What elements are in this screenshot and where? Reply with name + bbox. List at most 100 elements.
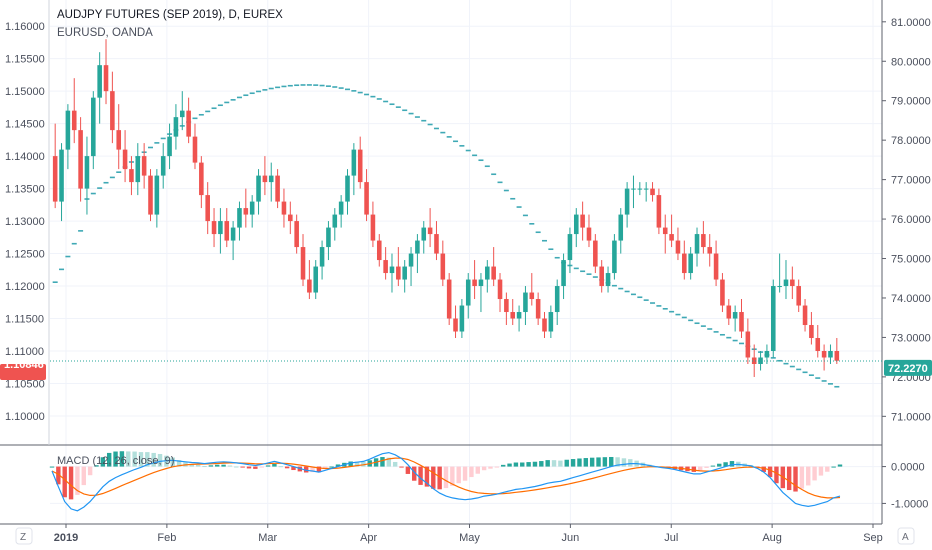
candle-body [434, 234, 439, 254]
macd-legend[interactable]: MACD (12, 26, close, 9) [57, 455, 174, 467]
auto-scale-button[interactable]: A [897, 527, 915, 545]
time-axis-label: Mar [258, 532, 277, 544]
candle [726, 299, 732, 326]
candle [523, 286, 528, 326]
candle-body [243, 208, 249, 215]
time-axis[interactable]: 2019 Feb Mar Apr May Jun Jul Aug Sep [54, 524, 883, 544]
candle [446, 273, 452, 326]
candle [78, 117, 83, 202]
candle [802, 299, 808, 332]
candle [542, 312, 547, 339]
macd-histogram-bar [825, 466, 830, 472]
candle [116, 104, 122, 170]
candle-body [821, 351, 827, 358]
macd-histogram-bar [119, 451, 125, 467]
left-axis-tick-label: 1.14500 [5, 119, 45, 131]
candle-body [770, 286, 776, 352]
candle-body [593, 240, 598, 267]
time-axis-label: May [459, 532, 480, 544]
candle-body [268, 175, 274, 183]
candle [662, 214, 668, 254]
candle [167, 123, 172, 170]
candle [478, 273, 484, 313]
macd-histogram-bar [265, 465, 271, 467]
candle-body [52, 156, 58, 202]
candle-body [713, 253, 719, 280]
candle [453, 305, 458, 339]
candle-body [701, 234, 706, 248]
macd-histogram-bar [761, 466, 766, 472]
candle [580, 201, 585, 241]
candle [288, 201, 293, 235]
candle-body [97, 65, 102, 98]
macd-axis-tick-label: -1.0000 [891, 498, 928, 510]
candle [605, 266, 611, 293]
candle [256, 169, 261, 215]
candle-body [249, 201, 255, 215]
candle [319, 240, 325, 280]
macd-histogram-bar [774, 466, 779, 484]
svg-text:Z: Z [20, 532, 26, 543]
macd-histogram-bar [126, 451, 131, 467]
macd-histogram-bar [628, 459, 633, 467]
right-axis-tick-label: 79.0000 [891, 96, 931, 108]
candle-body [815, 338, 821, 352]
macd-value-axis[interactable]: 0.0000 -1.0000 [882, 462, 928, 511]
right-axis-tick-label: 76.0000 [891, 214, 931, 226]
candle-body [205, 195, 210, 222]
candle-body [688, 253, 693, 274]
candle-body [777, 286, 782, 288]
candle [637, 182, 643, 196]
candle [783, 260, 789, 300]
candle [732, 305, 738, 332]
candle-body [326, 227, 331, 248]
candle-body [389, 266, 395, 274]
main-symbol-legend[interactable]: AUDJPY FUTURES (SEP 2019), D, EUREX [57, 9, 283, 21]
right-price-axis[interactable]: 81.0000 80.0000 79.0000 78.0000 77.0000 76.00… [882, 17, 931, 424]
macd-histogram-bar [609, 456, 614, 467]
candle-body [764, 351, 770, 358]
svg-text:A: A [902, 532, 909, 543]
candle [141, 143, 147, 189]
candle-body [802, 305, 808, 326]
macd-histogram-bar [520, 462, 525, 467]
svg-text:1.10846: 1.10846 [4, 359, 44, 371]
macd-histogram-bar [354, 461, 360, 467]
candle [682, 240, 687, 280]
left-price-axis[interactable]: 1.16000 1.15500 1.15000 1.14500 1.14000 1.135… [5, 21, 45, 423]
candle [275, 169, 280, 209]
macd-histogram-bar [176, 460, 182, 467]
candle [230, 221, 236, 261]
overlay-symbol-legend[interactable]: EURUSD, OANDA [57, 27, 153, 39]
candle [764, 344, 770, 364]
macd-histogram-bar [170, 457, 175, 467]
candle [268, 162, 274, 202]
candle [491, 247, 496, 287]
candle [129, 156, 134, 196]
candle [745, 318, 751, 364]
zoom-scale-button[interactable]: Z [15, 527, 33, 545]
candle-body [199, 162, 204, 196]
horizontal-gridlines [50, 25, 882, 504]
candle [497, 273, 503, 313]
candle-body [459, 305, 465, 332]
candle [338, 195, 344, 228]
candle [815, 325, 821, 358]
right-axis-tick-label: 74.0000 [891, 293, 931, 305]
macd-histogram-bar [49, 466, 55, 468]
macd-histogram-bar [469, 466, 474, 478]
candle-body [307, 279, 312, 293]
candle-body [415, 240, 420, 254]
left-axis-tick-label: 1.16000 [5, 21, 45, 33]
eurusd-overlay-series [52, 84, 840, 388]
macd-histogram-bar [113, 451, 118, 467]
macd-histogram-bar [767, 466, 773, 478]
candle [243, 188, 249, 228]
candle [84, 136, 90, 215]
candle-body [586, 227, 592, 241]
macd-histogram-bar [405, 466, 411, 474]
macd-histogram-bar [208, 465, 214, 467]
macd-histogram-bar [227, 465, 233, 467]
candle [567, 227, 573, 274]
